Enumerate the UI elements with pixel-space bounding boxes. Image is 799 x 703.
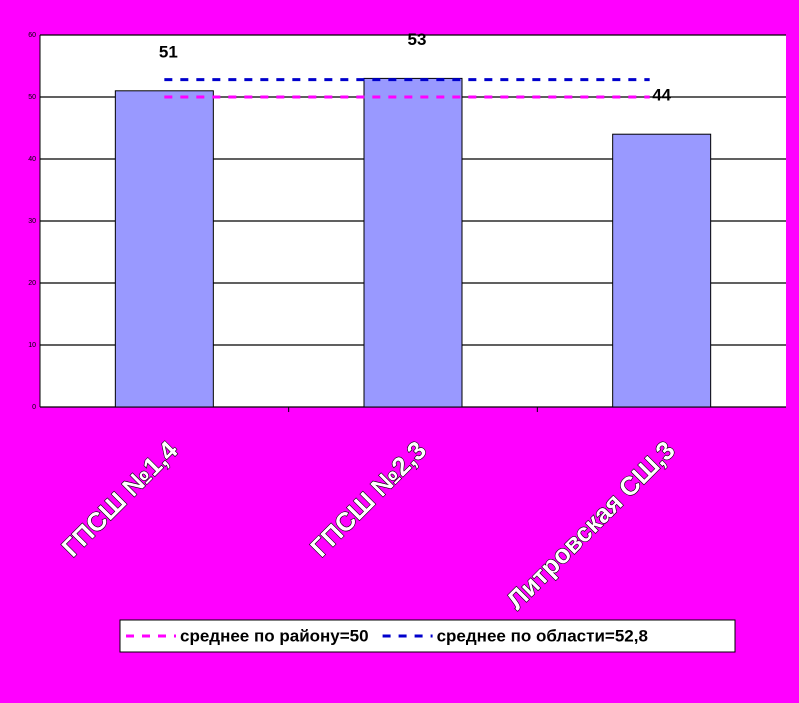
y-tick-label: 50 — [28, 94, 36, 101]
x-tick-label: Литровская СШ,3 — [500, 435, 680, 615]
bar — [363, 77, 463, 408]
legend-label: среднее по району=50 — [180, 626, 369, 645]
legend-label: среднее по области=52,8 — [437, 626, 648, 645]
value-label: 53 — [408, 30, 427, 49]
y-tick-label: 10 — [28, 342, 36, 349]
x-tick-label: ГПСШ №2,3 — [304, 435, 432, 563]
bar — [114, 90, 214, 408]
y-tick-label: 60 — [28, 32, 36, 39]
y-tick-label: 40 — [28, 156, 36, 163]
y-tick-label: 30 — [28, 218, 36, 225]
value-label: 51 — [159, 42, 178, 61]
legend — [119, 619, 736, 653]
bar — [612, 133, 712, 408]
value-label: 44 — [652, 86, 671, 105]
x-tick-label: ГПСШ №1,4 — [56, 435, 184, 563]
y-tick-label: 20 — [28, 280, 36, 287]
y-tick-label: 0 — [32, 404, 36, 411]
